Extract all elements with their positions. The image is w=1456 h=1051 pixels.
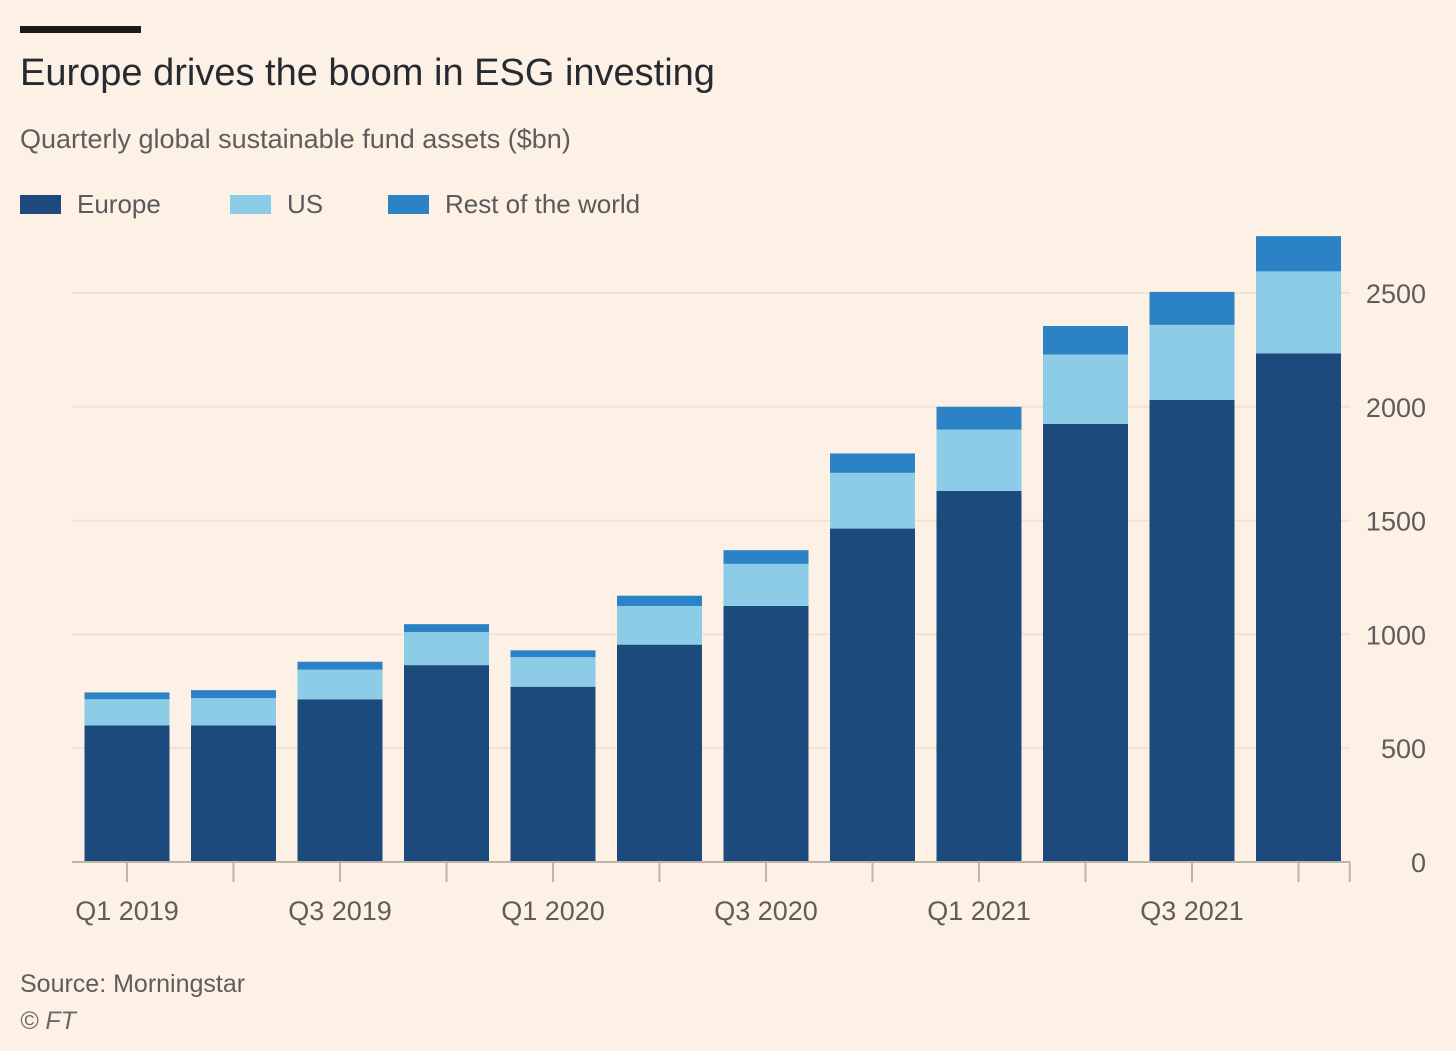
- bar-europe-q1-2020: [510, 686, 596, 862]
- bar-us-q4-2019: [404, 632, 489, 666]
- bar-us-q2-2019: [191, 698, 276, 726]
- y-tick-label-2000: 2000: [1366, 393, 1426, 423]
- y-tick-label-2500: 2500: [1366, 279, 1426, 309]
- legend-swatch-europe: [20, 194, 61, 214]
- bar-europe-q3-2020: [723, 605, 809, 862]
- source-note: Source: Morningstar: [20, 970, 246, 998]
- bar-rest-of-the-world-q3-2020: [723, 550, 809, 564]
- legend-label-europe: Europe: [77, 188, 161, 219]
- bar-europe-q4-2019: [404, 665, 489, 862]
- x-tick-label-q3-2020: Q3 2020: [714, 896, 818, 926]
- bar-us-q4-2020: [830, 472, 915, 529]
- bar-rest-of-the-world-q4-2021: [1256, 236, 1341, 272]
- bar-rest-of-the-world-q1-2021: [936, 406, 1022, 430]
- bar-europe-q1-2019: [84, 725, 170, 862]
- bar-europe-q2-2020: [617, 644, 702, 862]
- y-tick-label-0: 0: [1411, 848, 1426, 878]
- bar-europe-q2-2021: [1043, 423, 1128, 862]
- chart-legend: Europe US Rest of the world: [20, 186, 720, 222]
- bar-rest-of-the-world-q3-2019: [297, 661, 383, 670]
- y-tick-label-1500: 1500: [1366, 507, 1426, 537]
- y-tick-label-1000: 1000: [1366, 620, 1426, 650]
- legend-swatch-us: [230, 194, 271, 214]
- bar-rest-of-the-world-q2-2019: [191, 690, 276, 699]
- x-tick-label-q1-2021: Q1 2021: [927, 896, 1031, 926]
- y-tick-label-500: 500: [1381, 734, 1426, 764]
- chart-title: Europe drives the boom in ESG investing: [20, 52, 715, 94]
- bar-us-q2-2021: [1043, 354, 1128, 424]
- bar-us-q3-2020: [723, 563, 809, 606]
- chart-subtitle: Quarterly global sustainable fund assets…: [20, 124, 571, 154]
- x-tick-label-q3-2019: Q3 2019: [288, 896, 392, 926]
- bar-us-q4-2021: [1256, 271, 1341, 354]
- bar-rest-of-the-world-q1-2019: [84, 692, 170, 700]
- bar-rest-of-the-world-q4-2019: [404, 624, 489, 633]
- bar-us-q1-2019: [84, 699, 170, 726]
- bar-us-q2-2020: [617, 605, 702, 645]
- bar-us-q3-2021: [1149, 324, 1235, 400]
- x-tick-label-q1-2019: Q1 2019: [75, 896, 179, 926]
- legend-swatch-rest-of-world: [388, 194, 429, 214]
- bar-rest-of-the-world-q4-2020: [830, 453, 915, 473]
- bar-us-q1-2021: [936, 429, 1022, 492]
- copyright-note: © FT: [20, 1007, 76, 1035]
- legend-label-rest-of-world: Rest of the world: [445, 188, 641, 219]
- header-accent-bar: [20, 26, 141, 33]
- bar-rest-of-the-world-q2-2020: [617, 595, 702, 606]
- bar-europe-q2-2019: [191, 725, 276, 862]
- x-tick-label-q3-2021: Q3 2021: [1140, 896, 1244, 926]
- bar-europe-q1-2021: [936, 491, 1022, 862]
- bar-europe-q3-2019: [297, 699, 383, 862]
- bar-us-q3-2019: [297, 669, 383, 700]
- x-tick-label-q1-2020: Q1 2020: [501, 896, 605, 926]
- bar-rest-of-the-world-q3-2021: [1149, 291, 1235, 325]
- bar-europe-q4-2021: [1256, 353, 1341, 862]
- bar-europe-q4-2020: [830, 528, 915, 862]
- legend-label-us: US: [287, 188, 324, 219]
- legend-item-us: US: [230, 186, 323, 222]
- bar-europe-q3-2021: [1149, 399, 1235, 862]
- bar-rest-of-the-world-q1-2020: [510, 650, 596, 658]
- legend-item-europe: Europe: [20, 186, 161, 222]
- bar-rest-of-the-world-q2-2021: [1043, 326, 1128, 355]
- legend-item-rest-of-world: Rest of the world: [388, 186, 640, 222]
- bar-us-q1-2020: [510, 657, 596, 687]
